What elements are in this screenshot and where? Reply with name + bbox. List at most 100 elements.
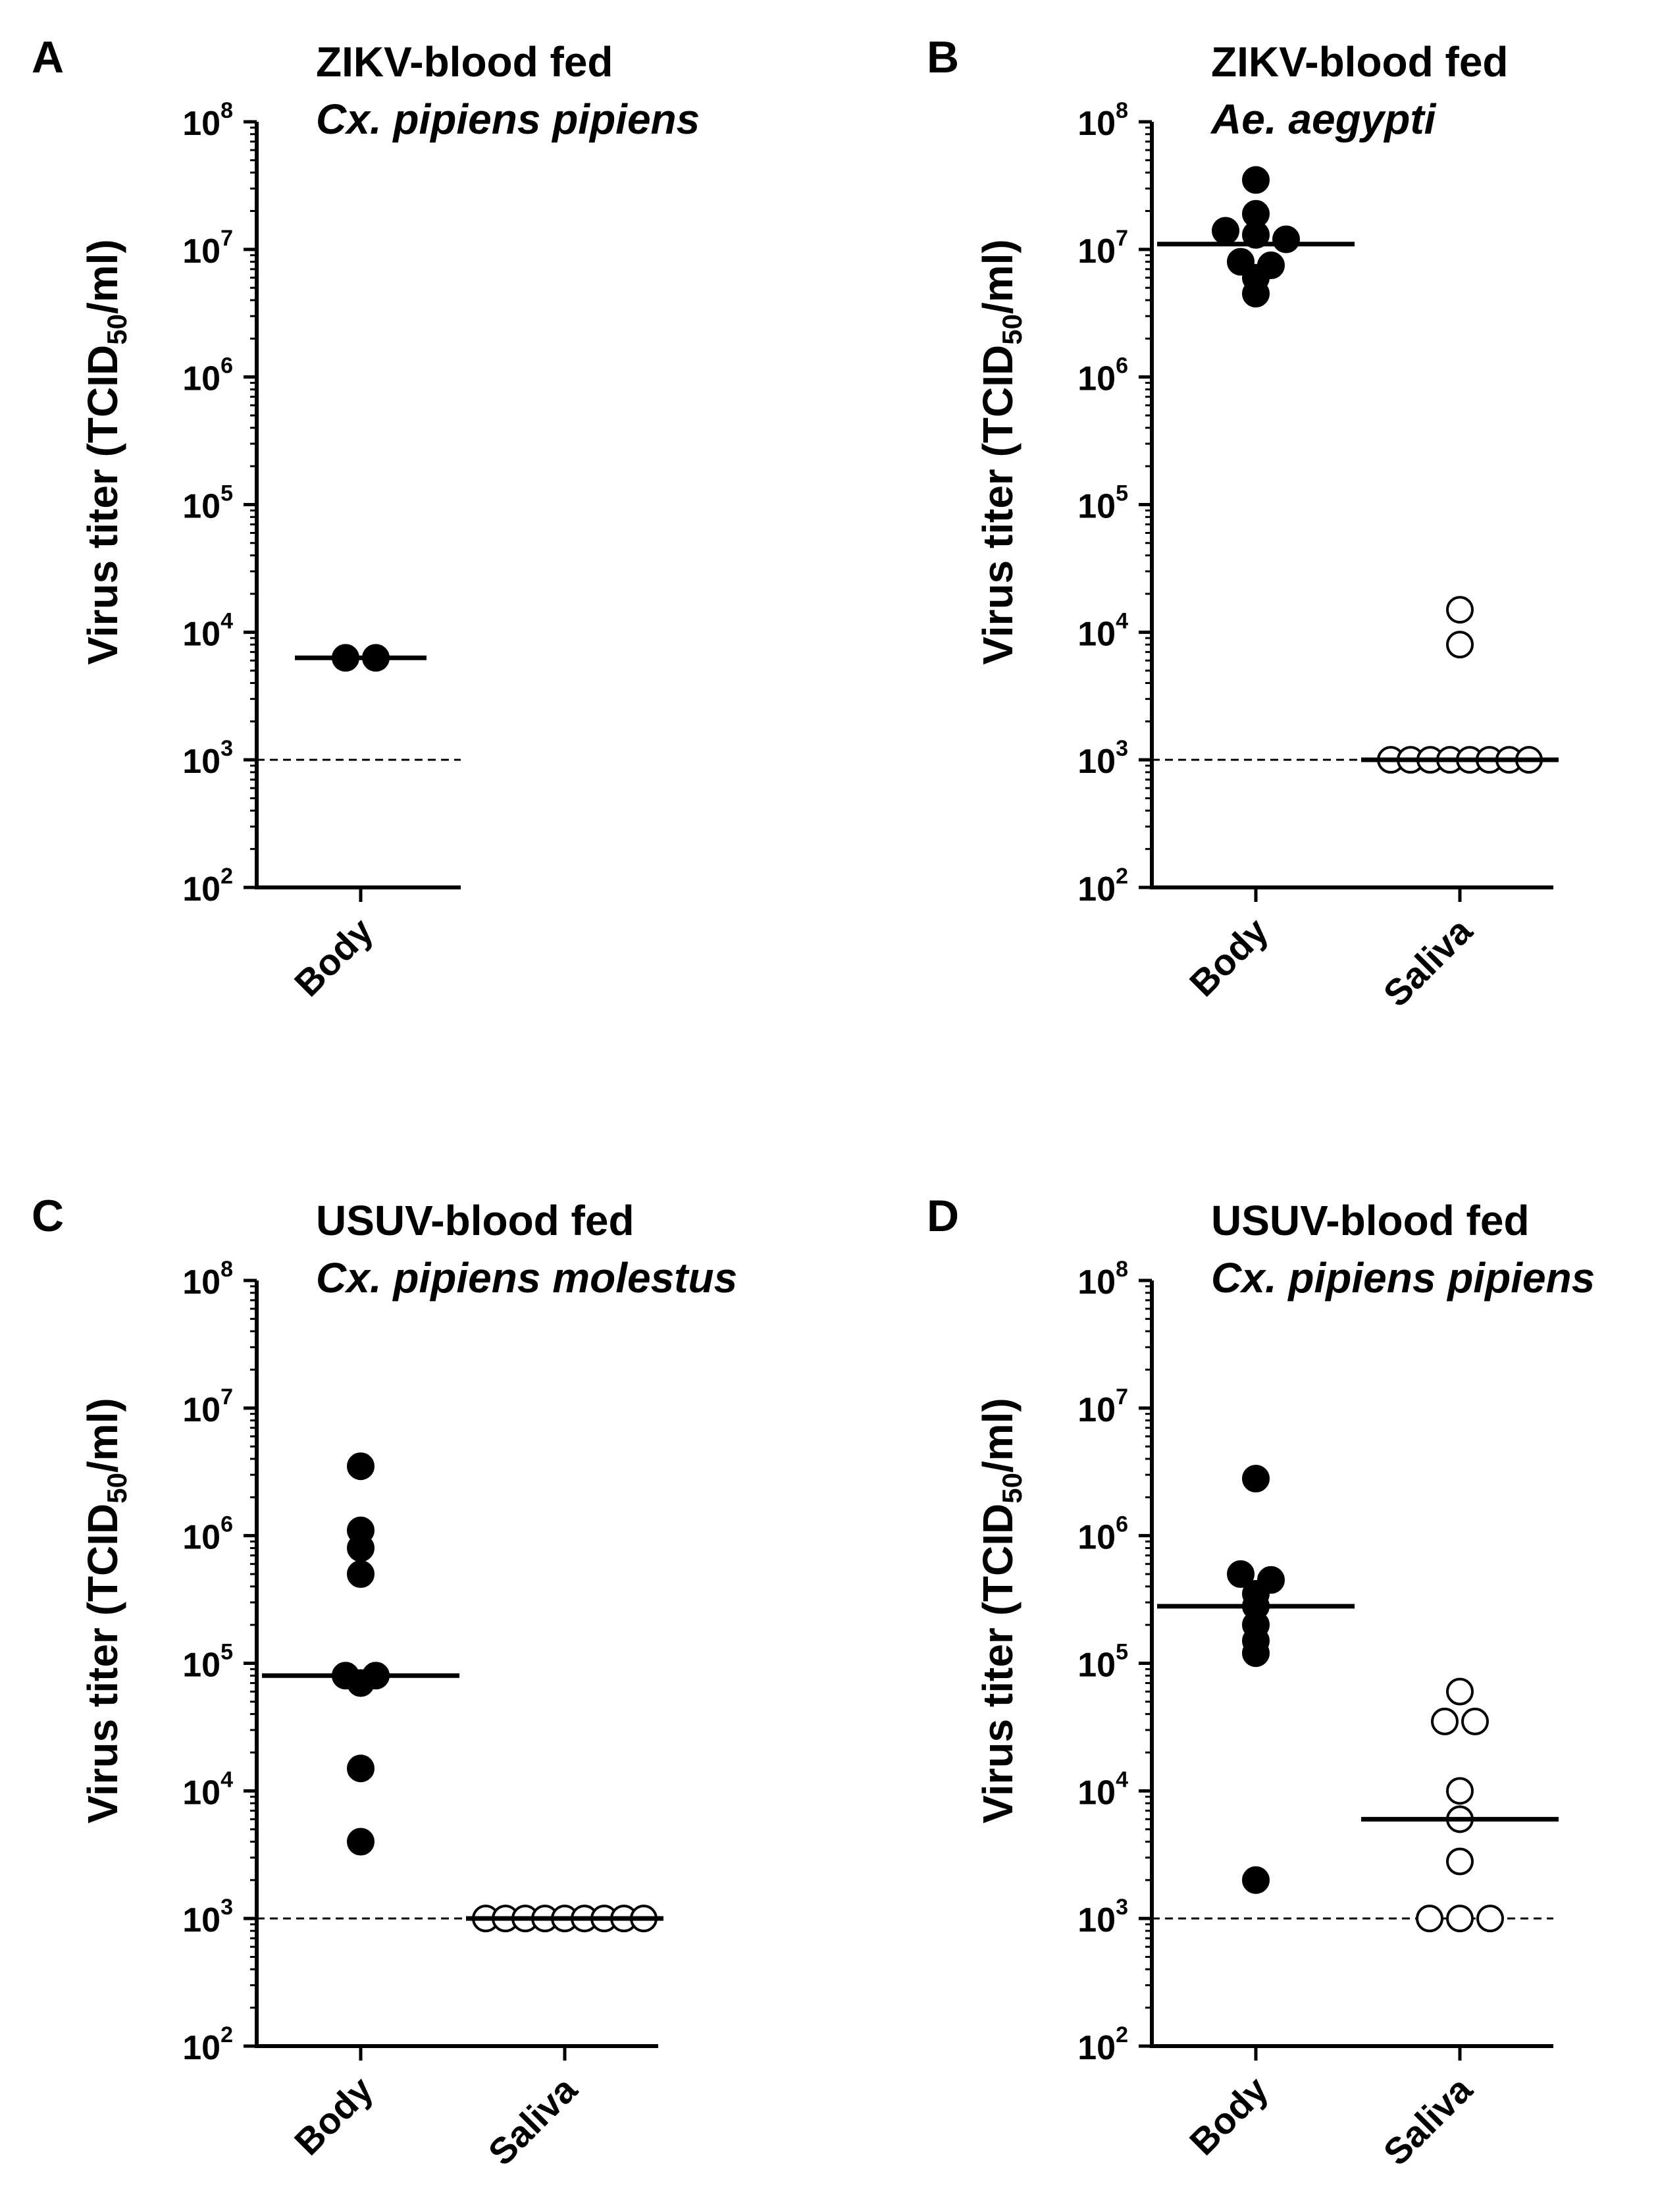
y-tick-base: 10 — [1077, 870, 1116, 908]
y-axis-label: Virus titer (TCID50/ml) — [974, 239, 1027, 665]
y-tick-base: 10 — [1077, 743, 1116, 781]
y-axis-label: Virus titer (TCID50/ml) — [79, 239, 132, 665]
data-point-filled — [1212, 217, 1239, 245]
y-tick-label: 106 — [182, 1512, 233, 1557]
data-point-open — [1446, 1777, 1474, 1805]
y-tick-exponent: 4 — [1116, 1767, 1128, 1792]
y-tick-base: 10 — [182, 488, 220, 526]
data-point-open — [1431, 1707, 1459, 1735]
y-axis-label-suffix: /ml) — [79, 239, 126, 314]
chart-subtitle: Cx. pipiens molestus — [316, 1254, 737, 1302]
y-tick-exponent: 2 — [220, 2022, 233, 2047]
y-tick-label: 107 — [1077, 226, 1128, 271]
y-tick-label: 102 — [182, 864, 233, 908]
y-tick-exponent: 6 — [220, 1512, 233, 1537]
y-tick-label: 105 — [1077, 481, 1128, 526]
y-tick-exponent: 5 — [1116, 1640, 1128, 1665]
data-point-filled — [1242, 1464, 1270, 1492]
y-axis-label-prefix: Virus titer (TCID — [79, 345, 126, 665]
chart-panel-a: A ZIKV-blood fed Cx. pipiens pipiens Virus … — [32, 32, 700, 1004]
data-point-filled — [347, 1828, 375, 1856]
y-tick-exponent: 6 — [220, 354, 233, 379]
y-tick-exponent: 4 — [220, 1767, 233, 1792]
y-tick-label: 105 — [1077, 1640, 1128, 1685]
y-tick-base: 10 — [1077, 1519, 1116, 1557]
y-tick-exponent: 2 — [1116, 2022, 1128, 2047]
chart-title: ZIKV-blood fed — [1211, 38, 1509, 86]
y-tick-exponent: 7 — [1116, 226, 1128, 251]
y-tick-exponent: 7 — [220, 226, 233, 251]
y-tick-label: 106 — [182, 354, 233, 398]
y-tick-label: 107 — [182, 226, 233, 271]
x-tick-label-body: Body — [286, 2068, 381, 2163]
chart-panel-d: D USUV-blood fed Cx. pipiens pipiens Virus … — [927, 1191, 1595, 2173]
y-tick-exponent: 2 — [1116, 864, 1128, 889]
x-tick-label-saliva: Saliva — [1375, 2068, 1480, 2173]
chart-subtitle: Cx. pipiens pipiens — [1211, 1254, 1595, 1302]
x-tick-label-saliva: Saliva — [1375, 909, 1480, 1014]
y-tick-base: 10 — [1077, 1774, 1116, 1812]
panel-letter: D — [927, 1191, 959, 1241]
y-axis-label-suffix: /ml) — [79, 1398, 126, 1473]
panel-letter: A — [32, 32, 64, 82]
y-tick-base: 10 — [1077, 1263, 1116, 1302]
y-tick-exponent: 6 — [1116, 354, 1128, 379]
y-tick-exponent: 5 — [1116, 481, 1128, 506]
y-tick-label: 102 — [1077, 864, 1128, 908]
data-point-filled — [1242, 1639, 1270, 1668]
data-point-open — [1446, 1847, 1474, 1876]
data-point-filled — [1242, 166, 1270, 194]
y-tick-exponent: 8 — [1116, 98, 1128, 123]
y-tick-base: 10 — [1077, 615, 1116, 653]
y-tick-label: 103 — [1077, 1895, 1128, 1939]
y-tick-label: 104 — [182, 608, 233, 653]
y-tick-base: 10 — [1077, 1901, 1116, 1939]
y-axis-label-sub: 50 — [997, 314, 1027, 345]
y-tick-base: 10 — [182, 1901, 220, 1939]
y-tick-base: 10 — [182, 360, 220, 398]
y-tick-exponent: 8 — [220, 1257, 233, 1282]
y-tick-exponent: 4 — [1116, 608, 1128, 633]
x-tick-label-saliva: Saliva — [480, 2068, 585, 2173]
y-tick-base: 10 — [1077, 488, 1116, 526]
y-tick-label: 105 — [182, 1640, 233, 1685]
y-tick-exponent: 4 — [220, 608, 233, 633]
y-tick-exponent: 2 — [220, 864, 233, 889]
y-tick-label: 108 — [1077, 1257, 1128, 1302]
chart-subtitle: Ae. aegypti — [1210, 95, 1437, 143]
y-tick-exponent: 5 — [220, 481, 233, 506]
y-axis-label-prefix: Virus titer (TCID — [974, 1504, 1022, 1824]
y-tick-label: 108 — [182, 1257, 233, 1302]
y-tick-base: 10 — [182, 1519, 220, 1557]
data-point-filled — [347, 1534, 375, 1562]
data-point-filled — [1242, 280, 1270, 308]
y-tick-exponent: 3 — [1116, 1895, 1128, 1920]
y-tick-base: 10 — [182, 870, 220, 908]
chart-title: USUV-blood fed — [1211, 1197, 1530, 1244]
panel-letter: B — [927, 32, 959, 82]
x-tick-label-body: Body — [286, 910, 381, 1005]
data-point-open — [1446, 631, 1474, 659]
data-point-open — [1461, 1707, 1489, 1735]
panel-letter: C — [32, 1191, 64, 1241]
y-tick-base: 10 — [182, 2029, 220, 2067]
y-tick-base: 10 — [182, 615, 220, 653]
y-axis-label: Virus titer (TCID50/ml) — [974, 1398, 1027, 1824]
y-tick-label: 103 — [182, 736, 233, 781]
y-tick-exponent: 8 — [220, 98, 233, 123]
y-axis-label: Virus titer (TCID50/ml) — [79, 1398, 132, 1824]
y-tick-label: 105 — [182, 481, 233, 526]
y-axis-label-prefix: Virus titer (TCID — [974, 345, 1022, 665]
y-tick-label: 102 — [182, 2022, 233, 2067]
x-tick-label-body: Body — [1181, 910, 1276, 1005]
chart-title: ZIKV-blood fed — [316, 38, 613, 86]
y-tick-label: 104 — [1077, 1767, 1128, 1812]
x-tick-label-body: Body — [1181, 2068, 1276, 2163]
y-tick-base: 10 — [1077, 1646, 1116, 1685]
data-point-open — [1446, 596, 1474, 624]
y-tick-base: 10 — [1077, 232, 1116, 271]
data-point-filled — [347, 1560, 375, 1589]
y-tick-exponent: 5 — [220, 1640, 233, 1665]
y-tick-exponent: 3 — [220, 736, 233, 761]
